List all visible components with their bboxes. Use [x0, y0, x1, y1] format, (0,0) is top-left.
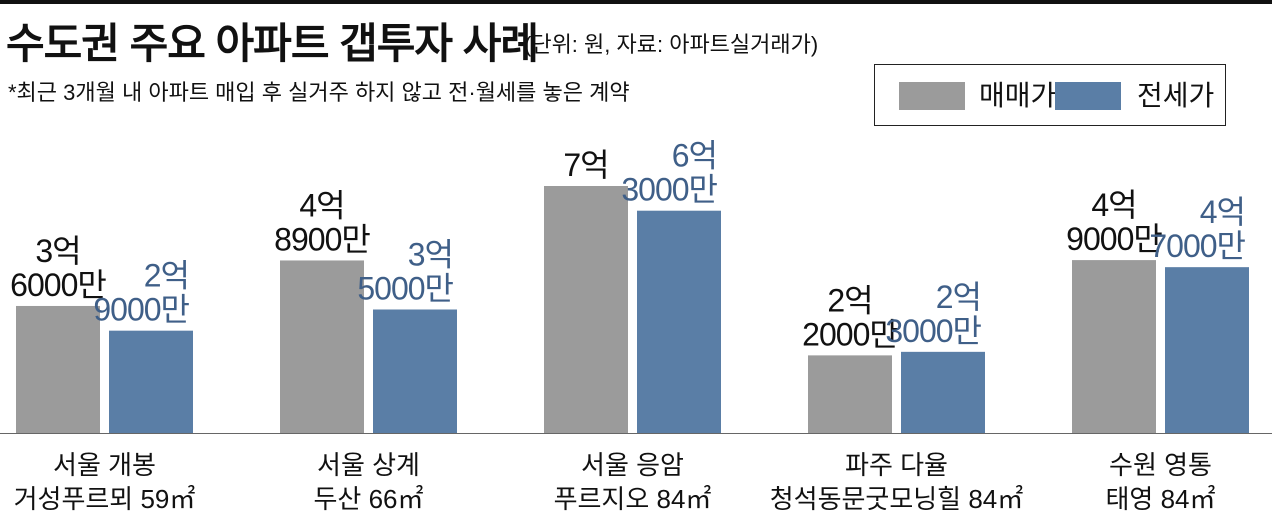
bar-sale-1	[16, 305, 100, 433]
category-label-3-2: 푸르지오 84㎡	[554, 484, 712, 514]
value-label-sale-1-2: 6000만	[10, 267, 106, 303]
value-label-sale-2-2: 8900만	[274, 221, 370, 257]
value-label-jeonse-3-2: 3000만	[621, 172, 717, 208]
bar-jeonse-1	[109, 330, 193, 433]
chart-title: 수도권 주요 아파트 갭투자 사례	[6, 20, 539, 67]
value-label-jeonse-2-1: 3억	[408, 237, 453, 273]
value-label-sale-2-1: 4억	[299, 187, 344, 223]
value-label-jeonse-5-1: 4억	[1200, 194, 1245, 230]
bar-sale-5	[1072, 260, 1156, 433]
unit-source-note: (단위: 원, 자료: 아파트실거래가)	[524, 32, 819, 57]
bar-jeonse-5	[1165, 267, 1249, 433]
category-label-1-2: 거성푸르뫼 59㎡	[14, 484, 196, 514]
bar-sale-4	[808, 355, 892, 433]
category-label-5-1: 수원 영통	[1109, 450, 1212, 480]
value-label-jeonse-4-2: 3000만	[885, 313, 981, 349]
value-label-jeonse-2-2: 5000만	[357, 271, 453, 307]
category-label-4-2: 청석동문굿모닝힐 84㎡	[770, 484, 1024, 514]
bar-sale-3	[544, 186, 628, 433]
legend-swatch-sale	[899, 82, 965, 110]
legend: 매매가 전세가	[874, 64, 1226, 126]
value-label-sale-1-1: 3억	[35, 233, 80, 269]
top-rule	[0, 0, 1272, 4]
value-label-jeonse-1-2: 9000만	[93, 292, 189, 328]
legend-swatch-jeonse	[1055, 82, 1121, 110]
bar-jeonse-4	[901, 351, 985, 433]
value-label-sale-3-1: 7억	[563, 147, 608, 183]
value-label-sale-5-1: 4억	[1091, 187, 1136, 223]
value-label-jeonse-4-1: 2억	[936, 279, 981, 315]
value-label-jeonse-3-1: 6억	[672, 138, 717, 174]
value-label-jeonse-1-1: 2억	[144, 258, 189, 294]
category-label-2-1: 서울 상계	[317, 450, 420, 480]
category-label-4-1: 파주 다율	[845, 450, 948, 480]
value-label-jeonse-5-2: 7000만	[1149, 228, 1245, 264]
category-label-3-1: 서울 응암	[581, 450, 684, 480]
bar-jeonse-3	[637, 210, 721, 433]
category-label-1-1: 서울 개봉	[53, 450, 156, 480]
value-label-sale-4-2: 2000만	[802, 316, 898, 352]
category-label-2-2: 두산 66㎡	[314, 484, 424, 514]
bar-sale-2	[280, 260, 364, 433]
value-label-sale-4-1: 2억	[827, 282, 872, 318]
footnote: *최근 3개월 내 아파트 매입 후 실거주 하지 않고 전·월세를 놓은 계약	[8, 80, 630, 105]
legend-label-jeonse: 전세가	[1137, 80, 1215, 111]
legend-label-sale: 매매가	[979, 80, 1057, 111]
value-label-sale-5-2: 9000만	[1066, 221, 1162, 257]
bar-jeonse-2	[373, 309, 457, 433]
category-label-5-2: 태영 84㎡	[1106, 484, 1216, 514]
